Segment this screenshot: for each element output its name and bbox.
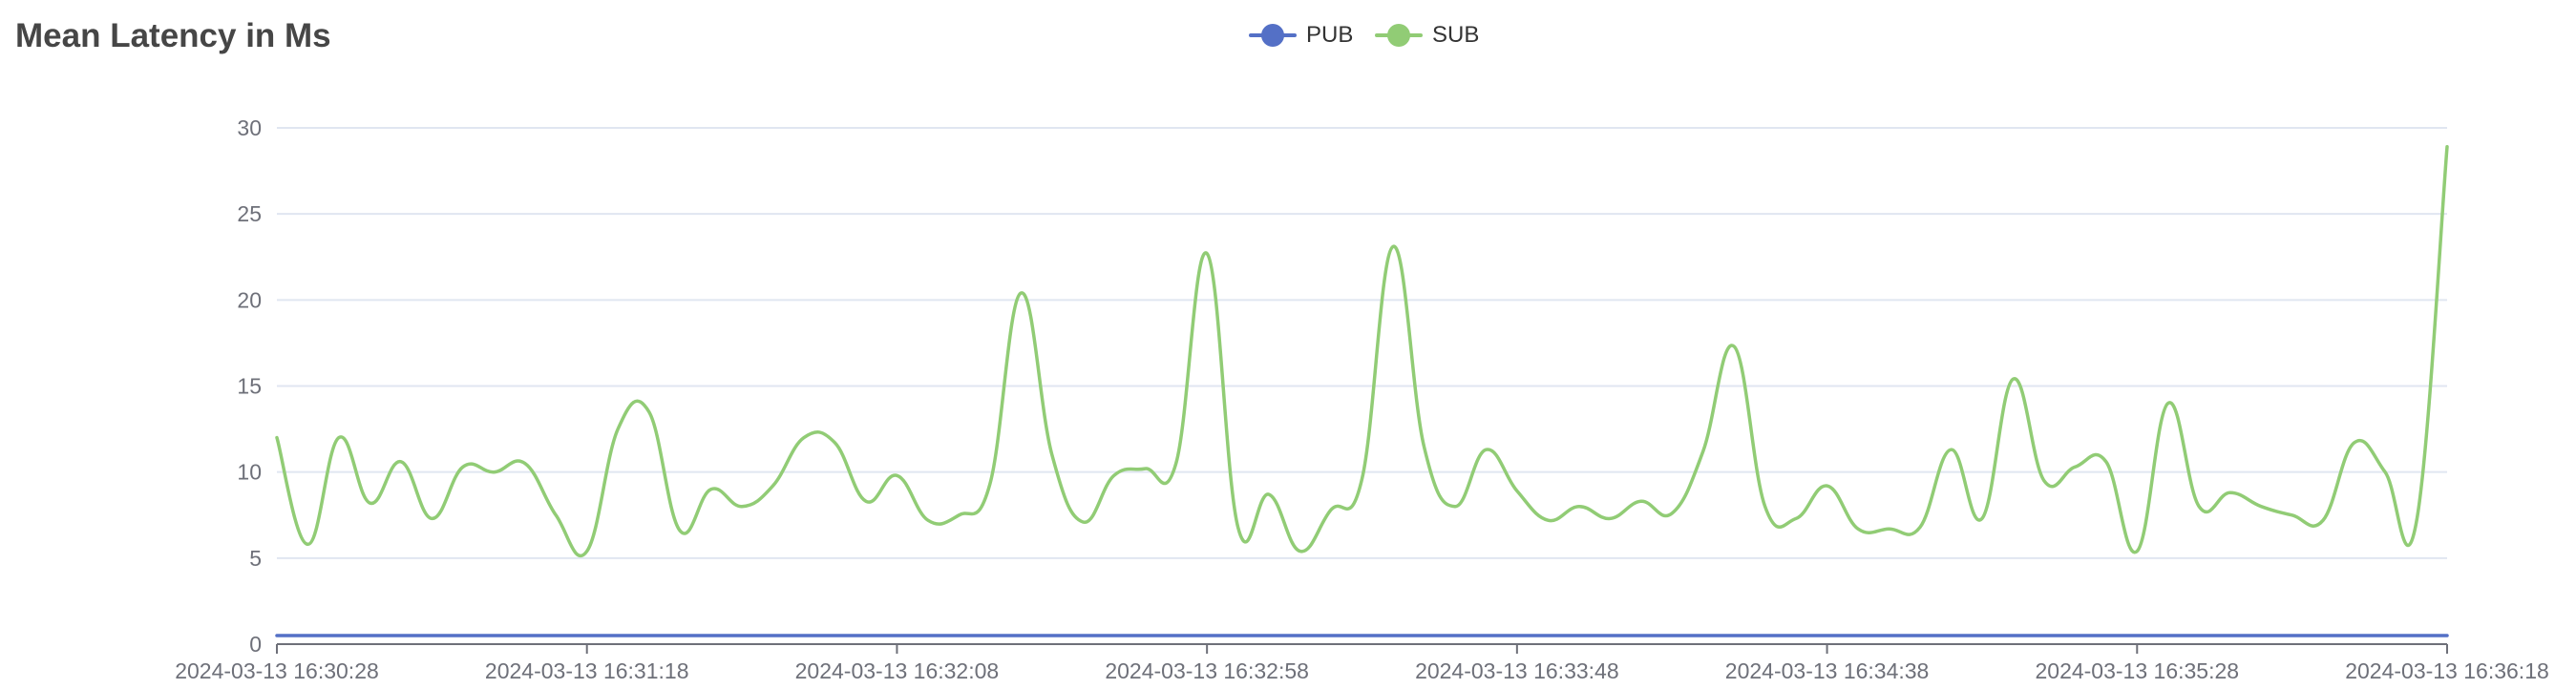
y-axis-ticks: 0 5 10 15 20 25 30 [237, 115, 262, 657]
x-tick-label-6: 2024-03-13 16:35:28 [2035, 658, 2239, 683]
series-lines [275, 145, 2449, 637]
y-tick-label-25: 25 [237, 201, 262, 226]
chart-title: Mean Latency in Ms [15, 17, 331, 54]
grid-lines [277, 127, 2447, 559]
x-tick-label-3: 2024-03-13 16:32:58 [1105, 658, 1309, 683]
legend-swatch-pub [1249, 24, 1297, 47]
y-tick-label-20: 20 [237, 287, 262, 312]
y-tick-label-10: 10 [237, 460, 262, 485]
x-tick-label-5: 2024-03-13 16:34:38 [1725, 658, 1930, 683]
legend-label-pub: PUB [1306, 22, 1354, 48]
y-tick-label-30: 30 [237, 115, 262, 140]
legend-swatch-sub [1375, 24, 1423, 47]
legend: PUB SUB [0, 17, 2576, 53]
y-tick-label-0: 0 [249, 632, 262, 657]
x-tick-label-2: 2024-03-13 16:32:08 [795, 658, 1000, 683]
x-tick-label-7: 2024-03-13 16:36:18 [2345, 658, 2549, 683]
legend-item-sub[interactable]: SUB [1375, 17, 1479, 53]
x-tick-label-0: 2024-03-13 16:30:28 [175, 658, 379, 683]
x-axis-ticks: 2024-03-13 16:30:28 2024-03-13 16:31:18 20… [175, 644, 2549, 683]
y-tick-label-5: 5 [249, 546, 262, 571]
y-tick-label-15: 15 [237, 374, 262, 399]
x-tick-label-4: 2024-03-13 16:33:48 [1415, 658, 1619, 683]
legend-label-sub: SUB [1432, 22, 1480, 48]
series-line-sub [275, 145, 2449, 558]
x-tick-label-1: 2024-03-13 16:31:18 [485, 658, 689, 683]
legend-item-pub[interactable]: PUB [1249, 17, 1353, 53]
